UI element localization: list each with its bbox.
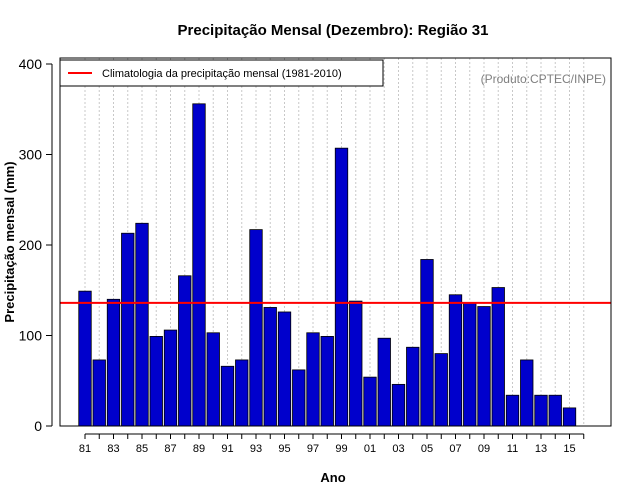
bar-96: [292, 369, 306, 427]
bar-89: [192, 103, 206, 427]
x-tick-label: 83: [107, 443, 119, 455]
bar-95: [277, 311, 292, 427]
x-tick-label: 03: [392, 443, 404, 455]
bar-14: [548, 394, 562, 427]
x-axis: 81 83 85 87 89 91 93 95 97 99 01 03 05 07 09 11 13 15: [79, 433, 585, 455]
y-tick-label: 100: [19, 328, 43, 344]
x-tick-label: 05: [421, 443, 433, 455]
legend-climatology-label: Climatologia da precipitação mensal (198…: [102, 68, 342, 80]
x-tick-label: 87: [164, 443, 176, 455]
bars-layer: [78, 103, 577, 427]
bar-04: [406, 346, 420, 427]
bar-11: [505, 394, 520, 427]
bar-85: [135, 222, 149, 427]
bar-88: [178, 275, 192, 427]
x-tick-label: 01: [364, 443, 376, 455]
bar-09: [477, 306, 491, 427]
chart-title: Precipitação Mensal (Dezembro): Região 3…: [178, 22, 489, 39]
legend-box: [59, 59, 384, 87]
x-axis-title: Ano: [320, 470, 345, 485]
bar-91: [220, 365, 235, 427]
bar-93: [249, 229, 263, 427]
credit-text: (Produto:CPTEC/INPE): [481, 72, 606, 86]
bar-12: [520, 359, 534, 427]
x-tick-label: 97: [307, 443, 319, 455]
bar-87: [163, 329, 178, 427]
bar-10: [491, 287, 505, 427]
x-tick-label: 81: [79, 443, 91, 455]
bar-81: [78, 290, 92, 427]
bar-03: [391, 383, 406, 427]
x-tick-label: 93: [250, 443, 262, 455]
y-tick-label: 200: [19, 237, 43, 253]
plot-area-frame: [59, 57, 612, 427]
x-tick-label: 89: [193, 443, 205, 455]
bar-86: [149, 336, 163, 427]
y-tick-label: 300: [19, 147, 43, 163]
x-tick-label: 07: [449, 443, 461, 455]
bar-82: [92, 359, 106, 427]
bar-98: [320, 336, 334, 427]
bar-01: [363, 376, 377, 427]
legend: Climatologia da precipitação mensal (198…: [59, 59, 384, 87]
bar-97: [306, 332, 320, 427]
x-tick-label: 99: [335, 443, 347, 455]
bar-07: [448, 294, 463, 427]
bar-05: [420, 259, 434, 427]
bar-99: [334, 147, 349, 427]
bar-84: [121, 232, 135, 427]
bar-02: [377, 337, 391, 427]
x-tick-label: 11: [507, 443, 518, 455]
bar-15: [562, 407, 577, 427]
x-tick-label: 15: [563, 443, 575, 455]
bar-90: [206, 332, 220, 427]
bar-13: [534, 394, 548, 427]
x-tick-label: 91: [221, 443, 233, 455]
bar-94: [263, 307, 277, 427]
bar-83: [106, 298, 121, 427]
y-tick-label: 400: [19, 56, 43, 72]
bar-00: [349, 300, 363, 427]
y-axis-title: Precipitação mensal (mm): [2, 161, 17, 322]
bar-92: [235, 359, 249, 427]
bar-06: [434, 353, 448, 427]
x-tick-label: 13: [535, 443, 547, 455]
x-tick-label: 09: [478, 443, 490, 455]
y-axis: 0 100 200 300 400: [19, 56, 53, 434]
x-tick-label: 95: [278, 443, 290, 455]
y-tick-label: 0: [34, 418, 42, 434]
bar-08: [463, 302, 477, 427]
x-tick-label: 85: [136, 443, 148, 455]
